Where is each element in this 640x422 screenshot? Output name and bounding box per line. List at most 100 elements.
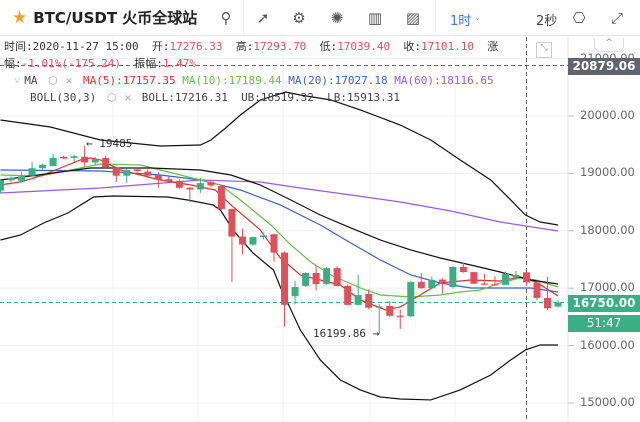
boll-close-icon[interactable]: ✕ [124, 91, 132, 104]
candle-body [228, 208, 236, 237]
candle-body [70, 156, 78, 158]
candle-body [554, 302, 562, 307]
boll-value: BOLL:17216.31 [141, 91, 228, 104]
candle-body [396, 315, 404, 317]
candle-body [417, 281, 425, 289]
boll_mid-line [0, 167, 559, 285]
candle-body [470, 272, 478, 284]
boll-settings-icon[interactable]: ⬡ [106, 91, 117, 104]
candle-body [344, 285, 352, 305]
candle-body [260, 235, 267, 238]
candle-body [0, 180, 4, 191]
candle-body [544, 297, 552, 309]
candle-body [533, 282, 541, 298]
candle-body [165, 179, 173, 182]
candle-body [60, 156, 68, 159]
high-value: 17293.70 [253, 40, 307, 53]
candle-body [281, 252, 289, 305]
axis-tick-label: 15000.00 [580, 395, 635, 409]
indicator-icon[interactable]: ➚ [256, 9, 270, 27]
settings-icon[interactable]: ⚙ [292, 9, 306, 27]
fullscreen-icon[interactable]: ⤢ [610, 9, 623, 27]
ma60-value: MA(60):18116.65 [394, 74, 494, 87]
candle-body [365, 293, 373, 308]
scroll-up-button[interactable]: ^ [594, 38, 624, 52]
theme-icon[interactable]: ✺ [330, 9, 344, 27]
lb-value: LB:15913.31 [327, 91, 401, 104]
candle-body [270, 234, 278, 253]
camera-icon[interactable]: ⎔ [572, 9, 586, 27]
candle-body [459, 266, 467, 273]
boll_lower-line [0, 195, 559, 401]
ma20-value: MA(20):17027.18 [288, 74, 388, 87]
ma-close-icon[interactable]: ✕ [65, 74, 73, 87]
candle-body [81, 156, 89, 163]
symbol-title: BTC/USDT 火币全球站 [33, 9, 198, 27]
open-value: 17276.33 [169, 40, 223, 53]
candle-body [501, 273, 509, 285]
collapse-chevron-icon[interactable]: ˅ [14, 74, 21, 87]
crosshair-price-tag: 20879.06 [568, 58, 640, 75]
high-annotation: ← 19485 [86, 137, 133, 150]
low-annotation: 16199.86 → [313, 327, 380, 340]
candle-body [7, 177, 15, 181]
axis-tick-label: 17000.00 [580, 280, 635, 295]
expand-icon[interactable]: ⤡ [536, 42, 552, 58]
candle-body [375, 306, 383, 308]
toolbar: ★ BTC/USDT 火币全球站 ⚲ ➚ ⚙ ✺ ▥ ▨ 1时 ˅ 2秒 ⎔ ⤢ [0, 0, 640, 36]
chevron-down-icon: ˅ [475, 18, 480, 28]
candle-body [480, 283, 488, 285]
ohlc-info: 时间:2020-11-27 15:00 开:17276.33 高:17293.7… [4, 40, 499, 70]
candle-body [196, 183, 204, 190]
period-label: 1时 [450, 14, 472, 29]
search-icon[interactable]: ⚲ [220, 9, 232, 27]
ma10-line [0, 163, 559, 298]
ma20-line [0, 169, 559, 293]
ma5-value: MA(5):17157.35 [82, 74, 176, 87]
candle-body [249, 237, 257, 245]
candle-body [333, 268, 341, 286]
ma-settings-icon[interactable]: ⬡ [48, 74, 58, 87]
amplitude-value: 1.47% [162, 57, 196, 70]
axis-tick-label: 16000.00 [580, 337, 635, 352]
change-value: -1.01%(-175.24) [21, 57, 121, 70]
candle-body [386, 305, 394, 316]
candle-body [438, 279, 446, 282]
candle-body [123, 169, 131, 176]
axis-tick-label: 18000.00 [580, 222, 635, 237]
ub-value: UB:18519.32 [241, 91, 314, 104]
chart-type-icon[interactable]: ▨ [405, 9, 421, 27]
candle-body [186, 187, 194, 190]
candle-body [291, 287, 299, 297]
candle-body [39, 164, 47, 169]
countdown-tag: 51:47 [568, 315, 640, 332]
candle-body [144, 171, 152, 176]
candle-body [354, 295, 362, 305]
depth-icon[interactable]: ▥ [367, 9, 383, 27]
axis-tick-label: 19000.00 [580, 165, 635, 180]
candlestick-chart[interactable] [0, 37, 640, 422]
candle-body [49, 157, 57, 166]
candle-body [133, 169, 141, 172]
candle-body [312, 272, 320, 285]
boll_upper-line [0, 91, 559, 226]
candle-body [217, 186, 225, 209]
candle-body [28, 168, 36, 176]
candle-body [154, 175, 162, 180]
candle-body [112, 167, 120, 176]
star-icon[interactable]: ★ [12, 7, 28, 28]
candle-body [512, 274, 520, 278]
close-value: 17101.10 [421, 40, 475, 53]
candle-body [523, 272, 530, 283]
candle-body [102, 157, 110, 168]
boll-legend: BOLL(30,3) ⬡ ✕ BOLL:17216.31 UB:18519.32 … [30, 91, 401, 104]
candle-body [238, 236, 246, 245]
period-select[interactable]: 1时 ˅ [450, 10, 480, 29]
speed-label[interactable]: 2秒 [536, 14, 558, 29]
axis-tick-label: 20000.00 [580, 108, 635, 122]
candle-body [491, 284, 499, 286]
candle-body [428, 279, 436, 289]
candle-body [18, 176, 26, 181]
candle-body [449, 266, 457, 288]
time-value: 2020-11-27 15:00 [32, 40, 139, 53]
